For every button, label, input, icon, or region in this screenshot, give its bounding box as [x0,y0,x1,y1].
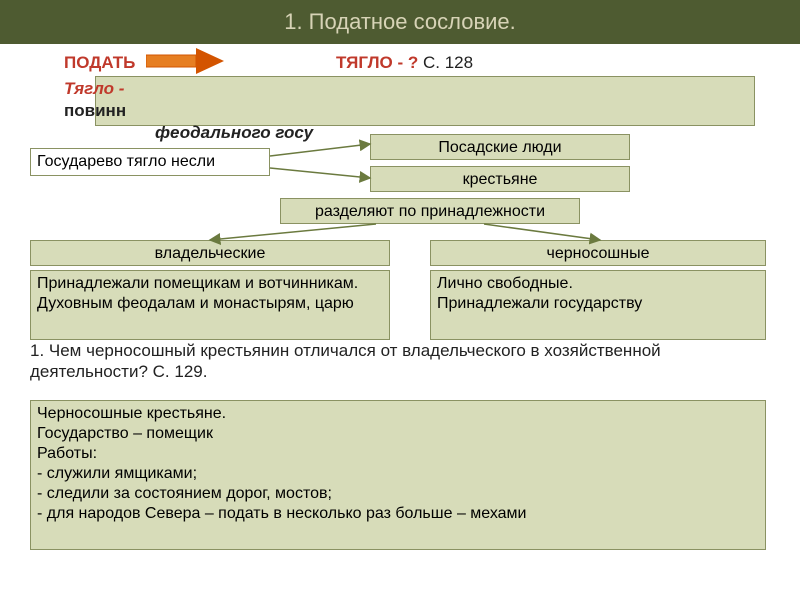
tyaglo-word: ТЯГЛО - ? [336,53,418,72]
answer-line: - для народов Севера – подать в нескольк… [37,504,759,524]
slide-header: 1. Податное сословие. [0,0,800,44]
podat-label: ПОДАТЬ [64,52,135,73]
answer-line: - служили ямщиками; [37,464,759,484]
arrow-icon [146,48,224,74]
tyaglo-def-start: Тягло - [64,78,124,99]
node-cherno-head: черносошные [430,240,766,266]
feodal-fragment: феодального госу [155,122,313,143]
answer-box: Черносошные крестьяне.Государство – поме… [30,400,766,550]
node-posad: Посадские люди [370,134,630,160]
node-vladel-head: владельческие [30,240,390,266]
definition-backdrop [95,76,755,126]
node-krestyane: крестьяне [370,166,630,192]
node-source: Государево тягло несли [30,148,270,176]
povin-fragment: повинн [64,100,126,121]
answer-line: Работы: [37,444,759,464]
node-vladel-body: Принадлежали помещикам и вотчинникам. Ду… [30,270,390,340]
diagram-stage: ПОДАТЬ ТЯГЛО - ? С. 128 Тягло - повинн ф… [0,44,800,600]
node-split: разделяют по принадлежности [280,198,580,224]
tyaglo-label: ТЯГЛО - ? С. 128 [336,52,473,73]
node-cherno-body: Лично свободные. Принадлежали государств… [430,270,766,340]
answer-line: Государство – помещик [37,424,759,444]
slide-title: 1. Податное сословие. [284,9,516,35]
tyaglo-page: С. 128 [418,53,473,72]
answer-line: - следили за состоянием дорог, мостов; [37,484,759,504]
question-text: 1. Чем черносошный крестьянин отличался … [30,340,766,383]
answer-line: Черносошные крестьяне. [37,404,759,424]
